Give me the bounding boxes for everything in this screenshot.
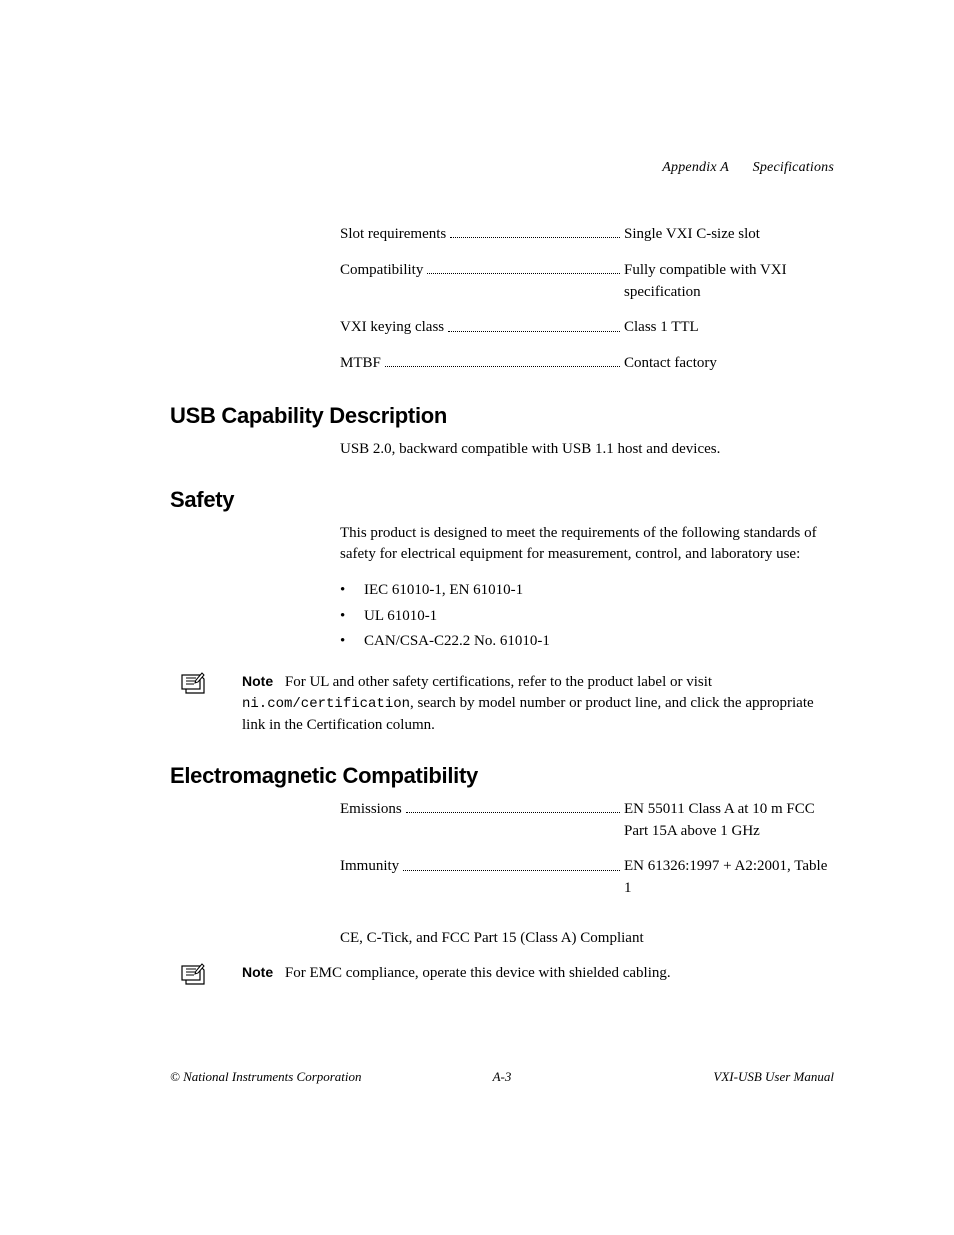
spec-leader-dots	[448, 317, 620, 331]
spec-value: Single VXI C-size slot	[624, 224, 834, 246]
page-footer: © National Instruments Corporation A-3 V…	[170, 1069, 834, 1085]
footer-right: VXI-USB User Manual	[713, 1069, 834, 1085]
spec-row: Slot requirements Single VXI C-size slot	[340, 224, 834, 246]
spec-leader-dots	[427, 260, 620, 274]
emc-body: CE, C-Tick, and FCC Part 15 (Class A) Co…	[340, 928, 834, 950]
spec-row: VXI keying class Class 1 TTL	[340, 317, 834, 339]
note-icon	[180, 672, 206, 694]
list-item: IEC 61010-1, EN 61010-1	[340, 578, 834, 604]
spec-value: Class 1 TTL	[624, 317, 834, 339]
usb-heading: USB Capability Description	[170, 403, 834, 429]
emc-heading: Electromagnetic Compatibility	[170, 763, 834, 789]
usb-body: USB 2.0, backward compatible with USB 1.…	[340, 439, 834, 461]
spec-label: Slot requirements	[340, 224, 446, 246]
spec-row: Compatibility Fully compatible with VXI …	[340, 260, 834, 304]
spec-value: EN 61326:1997 + A2:2001, Table 1	[624, 856, 834, 900]
note-label: Note	[242, 964, 273, 980]
safety-body: This product is designed to meet the req…	[340, 523, 834, 567]
emc-spec-list: Emissions EN 55011 Class A at 10 m FCC P…	[340, 799, 834, 900]
footer-left: © National Instruments Corporation	[170, 1069, 362, 1085]
safety-bullets: IEC 61010-1, EN 61010-1 UL 61010-1 CAN/C…	[340, 578, 834, 655]
note-text: Note For EMC compliance, operate this de…	[242, 962, 834, 985]
top-spec-list: Slot requirements Single VXI C-size slot…	[340, 224, 834, 375]
spec-label: Compatibility	[340, 260, 423, 282]
spec-row: MTBF Contact factory	[340, 353, 834, 375]
note-body: For EMC compliance, operate this device …	[285, 965, 671, 981]
spec-leader-dots	[450, 224, 620, 238]
note-label: Note	[242, 673, 273, 689]
note-body-pre: For UL and other safety certifications, …	[285, 674, 712, 690]
note-icon	[180, 963, 206, 985]
note-body-mono: ni.com/certification	[242, 696, 410, 712]
spec-value: Fully compatible with VXI specification	[624, 260, 834, 304]
list-item: CAN/CSA-C22.2 No. 61010-1	[340, 629, 834, 655]
spec-leader-dots	[403, 856, 620, 870]
emc-note: Note For EMC compliance, operate this de…	[180, 962, 834, 985]
safety-note: Note For UL and other safety certificati…	[180, 671, 834, 737]
spec-value: Contact factory	[624, 353, 834, 375]
page-header: Appendix A Specifications	[170, 160, 834, 176]
spec-value: EN 55011 Class A at 10 m FCC Part 15A ab…	[624, 799, 834, 843]
header-title: Specifications	[753, 160, 834, 175]
note-text: Note For UL and other safety certificati…	[242, 671, 834, 737]
spec-label: MTBF	[340, 353, 381, 375]
spec-row: Immunity EN 61326:1997 + A2:2001, Table …	[340, 856, 834, 900]
safety-heading: Safety	[170, 487, 834, 513]
spec-label: Emissions	[340, 799, 402, 821]
spec-leader-dots	[385, 353, 620, 367]
footer-center: A-3	[493, 1069, 512, 1085]
spec-leader-dots	[406, 799, 620, 813]
header-appendix: Appendix A	[662, 160, 729, 175]
list-item: UL 61010-1	[340, 604, 834, 630]
page-content: Appendix A Specifications Slot requireme…	[0, 0, 954, 985]
spec-label: Immunity	[340, 856, 399, 878]
spec-label: VXI keying class	[340, 317, 444, 339]
spec-row: Emissions EN 55011 Class A at 10 m FCC P…	[340, 799, 834, 843]
